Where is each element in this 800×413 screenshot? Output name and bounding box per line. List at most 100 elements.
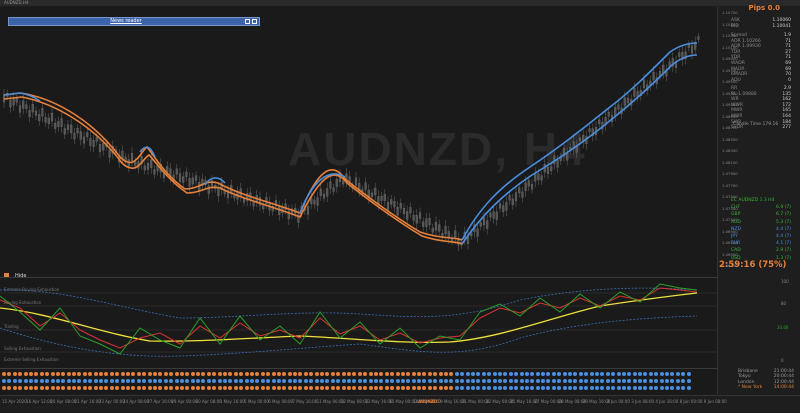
- minimize-icon[interactable]: [245, 19, 250, 24]
- stat-bottom-value: 172: [782, 102, 791, 108]
- candle-body: [409, 207, 412, 214]
- bid-label: BID: [731, 23, 739, 29]
- signal-dot: [562, 379, 567, 383]
- candle-body: [530, 183, 534, 190]
- strength-row: CAD 2.9 (7): [731, 247, 791, 254]
- signal-dot: [88, 372, 93, 376]
- signal-dot: [152, 386, 157, 390]
- signal-dot: [568, 372, 573, 376]
- candle-body: [73, 132, 76, 140]
- signal-dot: [643, 386, 648, 390]
- signal-dot: [61, 379, 66, 383]
- signal-dot: [665, 379, 670, 383]
- candle-body: [380, 196, 383, 201]
- ask-value: 1.10060: [772, 18, 791, 23]
- stat-bottom-row: SWR 184: [731, 120, 791, 126]
- signal-dot: [66, 379, 71, 383]
- signal-dot: [460, 372, 465, 376]
- signal-dot: [104, 386, 109, 390]
- signal-dot: [363, 372, 368, 376]
- signal-dot: [271, 372, 276, 376]
- signal-dot: [104, 372, 109, 376]
- signal-dot: [115, 379, 120, 383]
- news-reader-label[interactable]: News reader: [110, 18, 142, 24]
- stat-bottom-row: MWR 165: [731, 108, 791, 114]
- candle-body: [418, 212, 422, 219]
- candlesticks: [2, 33, 700, 251]
- candle-body: [153, 169, 156, 175]
- strength-currency: AUD: [731, 219, 741, 225]
- candle-body: [614, 107, 617, 116]
- hide-button[interactable]: Hide: [4, 273, 26, 279]
- price-pane[interactable]: AUDNZD, H4 News reader Hide: [0, 7, 717, 279]
- stat-top-row: ADR 1.09930 71: [731, 44, 791, 50]
- signal-dot: [39, 386, 44, 390]
- signal-dot: [460, 386, 465, 390]
- strength-value: 4.4 (7): [776, 226, 791, 232]
- signal-dot: [643, 372, 648, 376]
- signal-dot: [670, 372, 675, 376]
- signal-dot: [568, 386, 573, 390]
- signal-dot: [28, 372, 33, 376]
- signal-dot: [557, 372, 562, 376]
- signal-dot: [276, 379, 281, 383]
- ma-blue-bump-2: [204, 177, 226, 186]
- signal-dot: [449, 379, 454, 383]
- candle-body: [402, 208, 406, 214]
- price-tick-label: 1.07500: [722, 194, 738, 199]
- signal-dot: [347, 386, 351, 390]
- time-tick-label: 21 Apr 16:00: [74, 399, 101, 404]
- strength-row: NZD 4.4 (7): [731, 226, 791, 233]
- stat-top-row: MADR 69: [731, 67, 791, 73]
- candle-body: [470, 232, 473, 237]
- signal-dot: [309, 379, 314, 383]
- signal-dot: [530, 379, 535, 383]
- time-tick-label: 20 Apr 08:00: [50, 399, 77, 404]
- signal-dot: [632, 386, 637, 390]
- signal-dot: [363, 379, 368, 383]
- session-city: London: [738, 379, 755, 385]
- signal-dot: [600, 386, 605, 390]
- stat-top-value: 69: [785, 60, 791, 66]
- oscillator-pane[interactable]: Extreme Buying Exhaustion Buying Exhaust…: [0, 277, 717, 367]
- stat-bottom-key: RR: [731, 86, 738, 91]
- osc-label-extreme-buy: Extreme Buying Exhaustion: [4, 287, 60, 292]
- signal-dot: [438, 379, 443, 383]
- signal-dot: [503, 372, 508, 376]
- signal-dots-pane[interactable]: [0, 368, 717, 395]
- signal-dot: [196, 372, 201, 376]
- signal-dot: [228, 379, 233, 383]
- signal-dot: [476, 379, 481, 383]
- signal-dot: [411, 372, 416, 376]
- signal-dot: [573, 379, 578, 383]
- strength-title: EC AUDNZD 1.3 H4: [731, 198, 775, 203]
- signal-dot: [605, 372, 610, 376]
- osc-signal-line: [0, 292, 698, 344]
- candle-body: [54, 122, 57, 129]
- settings-icon[interactable]: [252, 19, 257, 24]
- signal-dot: [503, 379, 508, 383]
- signal-dot: [239, 379, 244, 383]
- signal-dot: [357, 372, 362, 376]
- signal-dot: [373, 379, 378, 383]
- stat-bottom-key: 5xDR: [731, 125, 744, 131]
- signal-dot: [541, 386, 546, 390]
- signal-dot: [223, 379, 228, 383]
- signal-dot: [530, 386, 535, 390]
- signal-dot: [681, 379, 686, 383]
- stat-bottom-key: RL 1.09880: [731, 91, 757, 97]
- signal-dot: [142, 379, 147, 383]
- signal-dot: [158, 379, 163, 383]
- signal-dot: [384, 379, 389, 383]
- signal-dot: [379, 372, 384, 376]
- signal-dot: [535, 372, 540, 376]
- time-tick-label: 21 May 00:00: [461, 399, 490, 404]
- signal-dot: [390, 379, 395, 383]
- signal-dot: [325, 379, 330, 383]
- candle-body: [60, 118, 63, 127]
- price-axis[interactable]: 1.10700 1.10500 1.10300 1.10100 1.09900 1.097…: [717, 7, 800, 394]
- signal-dot: [217, 386, 222, 390]
- time-axis[interactable]: 15 Apr 2020 16 Apr 12:00 20 Apr 08:00 21 Ap…: [0, 395, 800, 413]
- signal-dot: [163, 379, 168, 383]
- news-reader-bar[interactable]: News reader: [8, 17, 260, 26]
